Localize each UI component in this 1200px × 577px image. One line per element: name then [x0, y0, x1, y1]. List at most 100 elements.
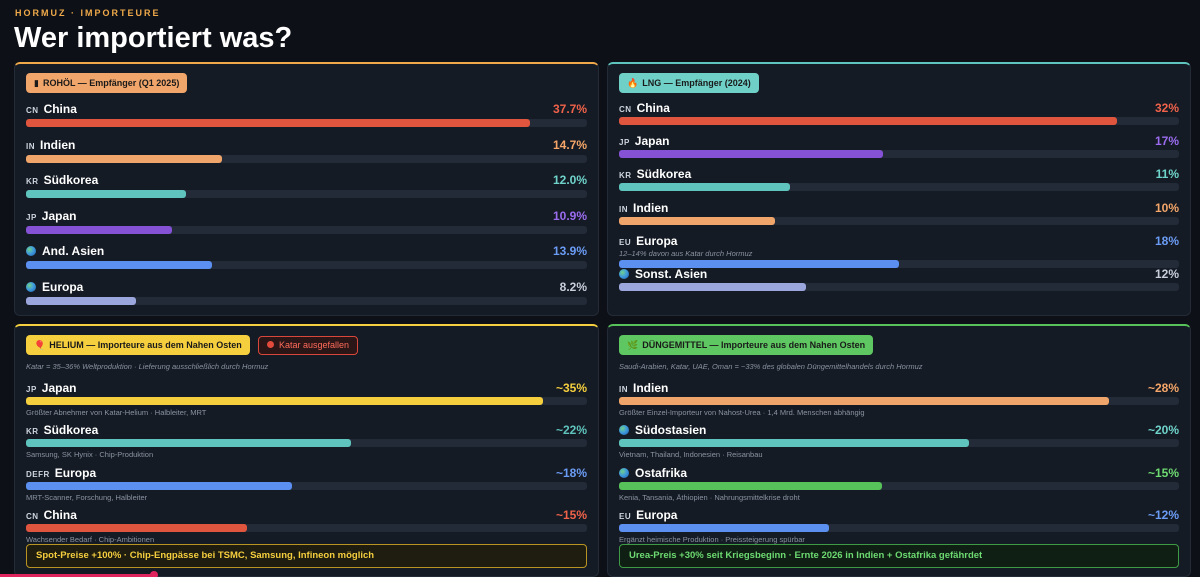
bar-value-label: 12% — [1154, 267, 1179, 281]
bar-value-label: 14.7% — [552, 137, 587, 152]
helium-footer: Spot-Preise +100% · Chip-Engpässe bei TS… — [26, 544, 587, 568]
bar-track — [619, 117, 1179, 125]
bar-value-label: ~35% — [555, 381, 587, 395]
bar-label: IN Indien — [619, 201, 668, 215]
video-progress-handle[interactable] — [150, 571, 158, 577]
bar-track — [26, 119, 587, 127]
bar-value-label: 17% — [1154, 134, 1179, 149]
bar-row: KR Südkorea 12.0% — [26, 173, 587, 207]
bar-label: CN China — [26, 102, 77, 116]
category-name: Südkorea — [43, 423, 99, 438]
bar — [26, 261, 212, 269]
country-code: IN — [26, 141, 35, 151]
category-name: Europa — [42, 279, 84, 294]
bar — [26, 397, 543, 405]
country-code: IN — [619, 385, 628, 394]
globe-icon — [619, 269, 629, 279]
lng-badge-label: LNG — Empfänger (2024) — [642, 78, 751, 88]
bar-label: Europa — [26, 280, 83, 294]
bar-label: JP Japan — [26, 209, 76, 223]
bar-value-label: 10% — [1154, 200, 1179, 215]
page-title: Wer importiert was? — [14, 22, 293, 54]
leaf-icon: 🌿 — [627, 340, 639, 350]
video-progress-bar[interactable] — [0, 574, 156, 577]
category-name: Europa — [636, 233, 678, 248]
bar-track — [26, 296, 587, 305]
bar-track — [619, 150, 1179, 159]
bar-value-label: 12.0% — [552, 173, 587, 187]
bar — [619, 523, 829, 532]
bar-label: EU Europa — [619, 234, 677, 248]
helium-badge: 🎈 HELIUM — Importeure aus dem Nahen Osten — [26, 335, 250, 355]
bar-value-label: ~18% — [555, 465, 587, 480]
country-code: EU — [619, 237, 632, 247]
bar-track — [26, 523, 587, 532]
bar-subnote: Wachsender Bedarf · Chip-Ambitionen — [26, 534, 155, 544]
bar-value-label: ~12% — [1147, 507, 1179, 522]
globe-icon — [26, 281, 36, 292]
bar-row: IN Indien 14.7% — [26, 138, 587, 172]
bar-label: JP Japan — [619, 134, 669, 148]
bar — [619, 117, 1117, 125]
bar-label: DEFR Europa — [26, 466, 96, 480]
category-name: Indien — [633, 200, 669, 215]
panel-helium: 🎈 HELIUM — Importeure aus dem Nahen Osten… — [14, 324, 599, 577]
fertilizer-badge: 🌿 DÜNGEMITTEL — Importeure aus dem Nahen … — [619, 335, 874, 355]
category-name: China — [636, 101, 670, 115]
fertilizer-note: Saudi-Arabien, Katar, UAE, Oman = ~33% d… — [619, 362, 923, 371]
bar-subnote: Ergänzt heimische Produktion · Preisstei… — [619, 534, 805, 544]
header-kicker: HORMUZ · IMPORTEURE — [15, 8, 161, 18]
helium-badge-label: HELIUM — Importeure aus dem Nahen Osten — [49, 340, 242, 350]
category-name: Europa — [636, 507, 678, 522]
lng-badge: 🔥 LNG — Empfänger (2024) — [619, 73, 759, 93]
bar — [619, 259, 899, 268]
helium-alert-label: Katar ausgefallen — [279, 340, 350, 350]
bar-label: CN China — [619, 101, 670, 115]
bar — [26, 439, 351, 448]
bar-row: CN China 37.7% — [26, 102, 587, 136]
bar-label: KR Südkorea — [26, 423, 98, 437]
country-code: JP — [26, 385, 37, 394]
bar-subnote: Kenia, Tansania, Äthiopien · Nahrungsmit… — [619, 492, 800, 502]
bar-track — [619, 183, 1179, 192]
bar-label: EU Europa — [619, 508, 677, 522]
category-name: Südkorea — [43, 173, 99, 187]
bar — [26, 119, 530, 127]
panel-fertilizer: 🌿 DÜNGEMITTEL — Importeure aus dem Nahen … — [607, 324, 1191, 577]
category-name: Japan — [41, 381, 77, 395]
bar-track — [26, 397, 587, 405]
country-code: KR — [26, 177, 39, 186]
category-name: Indien — [633, 381, 669, 395]
bar-label: Sonst. Asien — [619, 267, 707, 281]
bar-row: CN China ~15% Wachsender Bedarf · Chip-Ambi… — [26, 508, 587, 548]
bar-track — [619, 439, 1179, 448]
category-name: Sonst. Asien — [635, 267, 708, 281]
bar-subnote: Größter Abnehmer von Katar-Helium · Halb… — [26, 408, 207, 417]
bar-track — [26, 190, 587, 198]
globe-icon — [619, 425, 629, 436]
country-code: CN — [619, 105, 632, 114]
alert-dot-icon — [267, 341, 274, 348]
bar-value-label: 37.7% — [552, 102, 587, 116]
bar-subnote: MRT-Scanner, Forschung, Halbleiter — [26, 492, 148, 502]
bar-row: IN Indien ~28% Größter Einzel-Importeur von… — [619, 381, 1179, 421]
bar-track — [619, 481, 1179, 490]
bar-row: JP Japan 10.9% — [26, 209, 587, 243]
country-code: CN — [26, 106, 39, 115]
bar-value-label: 32% — [1154, 101, 1179, 115]
bar-label: And. Asien — [26, 244, 104, 258]
bar-row: And. Asien 13.9% — [26, 244, 587, 278]
bar-subnote: 12–14% davon aus Katar durch Hormuz — [619, 248, 753, 258]
oil-badge: ▮ ROHÖL — Empfänger (Q1 2025) — [26, 73, 188, 93]
bar — [619, 150, 884, 159]
category-name: China — [43, 507, 77, 522]
bar-track — [26, 154, 587, 163]
bar-value-label: ~15% — [1147, 465, 1179, 480]
bar-row: JP Japan ~35% Größter Abnehmer von Katar-He… — [26, 381, 587, 421]
bar — [26, 481, 292, 490]
bar-row: KR Südkorea 11% — [619, 167, 1179, 198]
category-name: Südostasien — [635, 423, 707, 438]
bar-row: Südostasien ~20% Vietnam, Thailand, Indone… — [619, 423, 1179, 463]
bar-row: EU Europa ~12% Ergänzt heimische Produktion… — [619, 508, 1179, 548]
globe-icon — [26, 246, 36, 256]
